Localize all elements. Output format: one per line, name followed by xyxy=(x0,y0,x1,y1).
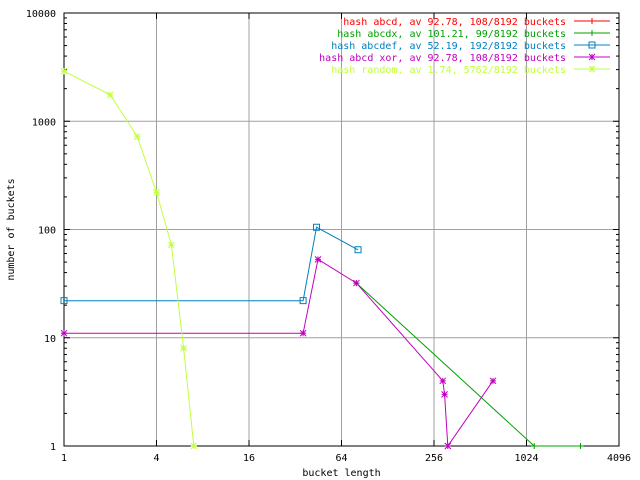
data-point xyxy=(299,297,307,305)
data-point xyxy=(153,189,160,196)
data-point xyxy=(353,279,360,287)
data-point xyxy=(589,18,595,24)
data-point xyxy=(168,241,175,249)
x-tick-label: 1024 xyxy=(514,453,538,464)
x-tick-label: 64 xyxy=(335,453,347,464)
data-point xyxy=(489,377,497,385)
series-5 xyxy=(60,67,198,450)
x-tick-label: 16 xyxy=(243,453,255,464)
data-point xyxy=(60,67,68,75)
y-tick-label: 1 xyxy=(50,442,56,453)
legend: hash abcd, av 92.78, 108/8192 bucketshas… xyxy=(319,17,610,76)
y-axis-label: number of buckets xyxy=(6,178,17,280)
x-tick-label: 4 xyxy=(153,453,159,464)
data-point xyxy=(439,377,447,385)
y-tick-label: 10000 xyxy=(26,9,56,20)
data-point xyxy=(180,344,187,352)
plot-frame xyxy=(63,12,620,447)
series-layer xyxy=(60,67,584,450)
x-tick-label: 1 xyxy=(61,453,67,464)
data-point xyxy=(589,30,595,36)
series-3 xyxy=(60,223,362,305)
x-axis-label: bucket length xyxy=(302,468,380,479)
data-point xyxy=(444,442,452,450)
series-line xyxy=(63,70,195,447)
grid xyxy=(64,13,619,446)
series-line xyxy=(356,282,581,447)
legend-entry: hash abcdx, av 101.21, 99/8192 buckets xyxy=(337,29,566,40)
data-point xyxy=(531,443,538,449)
data-point xyxy=(133,133,141,141)
data-point xyxy=(441,390,448,398)
data-point xyxy=(60,297,68,305)
series-2 xyxy=(353,280,584,449)
data-point xyxy=(588,53,596,61)
data-point xyxy=(588,65,596,73)
data-point xyxy=(588,41,596,49)
series-line xyxy=(64,258,494,448)
data-point xyxy=(354,246,362,254)
x-tick-label: 256 xyxy=(425,453,443,464)
legend-entry: hash random, av 1.74, 5762/8192 buckets xyxy=(331,65,566,76)
axis-ticks: 1 4 16 64 256 1024 4096 1 10 100 1000 10000 xyxy=(26,9,631,464)
legend-entry: hash abcdef, av 52.19, 192/8192 buckets xyxy=(331,41,566,52)
series-line xyxy=(64,226,359,302)
data-point xyxy=(577,443,584,449)
data-point xyxy=(106,91,114,99)
y-tick-label: 1000 xyxy=(32,117,56,128)
data-point xyxy=(314,255,322,263)
y-tick-label: 10 xyxy=(44,334,56,345)
data-point xyxy=(312,223,320,231)
x-tick-label: 4096 xyxy=(607,453,631,464)
data-point xyxy=(60,329,68,337)
legend-entry: hash abcd, av 92.78, 108/8192 buckets xyxy=(343,17,566,28)
data-point xyxy=(190,442,198,450)
y-tick-label: 100 xyxy=(38,226,56,237)
series-4 xyxy=(60,255,497,450)
data-point xyxy=(299,329,307,337)
legend-entry: hash abcd xor, av 92.78, 108/8192 bucket… xyxy=(319,53,566,64)
